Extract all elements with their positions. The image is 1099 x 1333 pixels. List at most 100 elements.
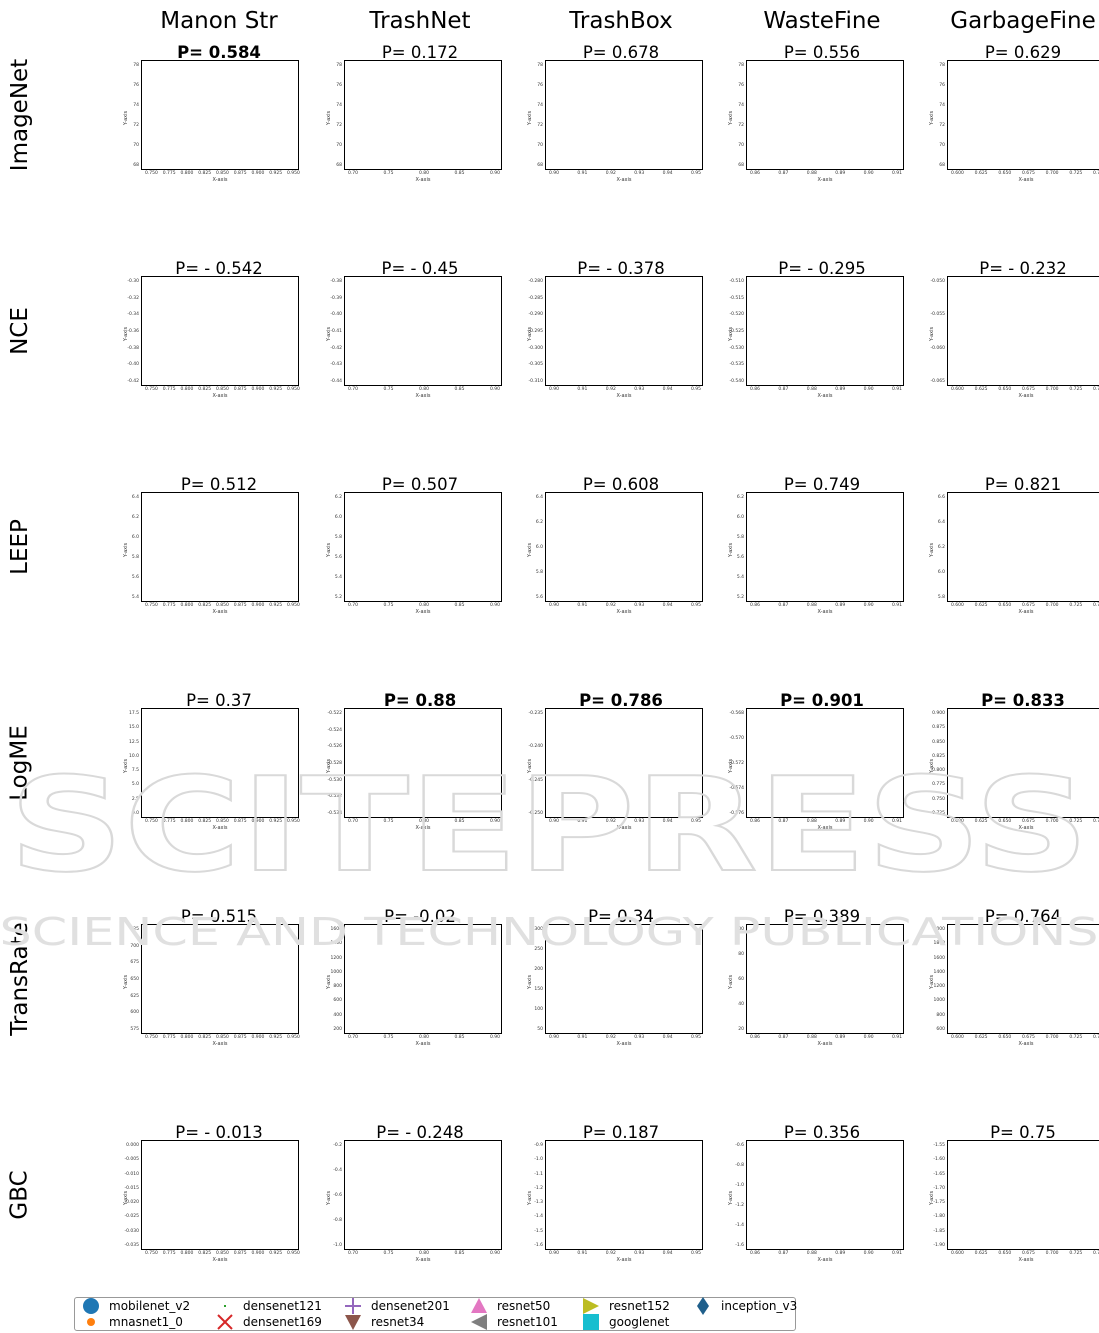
y-axis-label: Y-axis: [728, 974, 734, 990]
x-tick-label: 0.90: [549, 603, 560, 608]
x-tick-label: 0.91: [892, 171, 903, 176]
panel-p-value: P= 0.629: [984, 43, 1062, 62]
x-tick-label: 0.90: [490, 387, 501, 392]
diamond-marker-icon: [693, 1296, 721, 1316]
x-tick-label: 0.925: [269, 603, 283, 608]
y-tick-label: 5.4: [131, 595, 139, 600]
x-tick-label: 0.87: [778, 387, 789, 392]
x-axis-label: X-axis: [415, 393, 431, 399]
panel-p-value: P= 0.821: [984, 475, 1062, 494]
scatter-panel: [947, 1140, 1099, 1250]
y-tick-label: 0.725: [932, 811, 945, 816]
x-axis-label: X-axis: [616, 825, 632, 831]
x-tick-label: 0.675: [1022, 819, 1035, 824]
x-tick-label: 0.90: [549, 819, 560, 824]
x-tick-label: 0.95: [691, 387, 702, 392]
x-tick-label: 0.91: [892, 819, 903, 824]
x-tick-label: 0.91: [892, 1035, 903, 1040]
panel-p-value: P= - 0.295: [778, 259, 866, 278]
x-tick-label: 0.875: [233, 171, 247, 176]
y-tick-label: -0.2: [333, 1143, 342, 1148]
x-tick-label: 0.88: [806, 603, 817, 608]
y-tick-label: 0.875: [932, 725, 945, 731]
y-tick-label: 78: [939, 63, 945, 68]
x-tick-label: 0.90: [490, 819, 501, 824]
x-tick-label: 0.800: [180, 1035, 194, 1040]
x-tick-label: 0.94: [662, 387, 673, 392]
y-tick-label: 80: [738, 952, 744, 957]
x-tick-label: 0.875: [233, 1035, 247, 1040]
y-axis-label: Y-axis: [728, 1190, 734, 1206]
y-tick-label: 100: [735, 927, 744, 932]
y-tick-label: 72: [537, 123, 543, 128]
y-tick-label: 68: [537, 163, 543, 168]
y-tick-label: -0.305: [528, 362, 543, 368]
x-tick-label: 0.700: [1045, 171, 1059, 176]
x-tick-label: 0.850: [216, 171, 229, 176]
x-axis-label: X-axis: [616, 1041, 632, 1047]
x-tick-label: 0.825: [198, 1251, 212, 1256]
x-tick-label: 0.750: [145, 1251, 158, 1256]
panel-p-value: P= 0.608: [582, 475, 660, 494]
y-axis-label: Y-axis: [929, 326, 935, 342]
y-tick-label: 76: [939, 83, 945, 88]
y-tick-label: -1.55: [933, 1143, 945, 1148]
x-tick-label: 0.93: [634, 603, 645, 608]
y-tick-label: 5.6: [736, 555, 744, 560]
y-tick-label: 800: [936, 1012, 945, 1018]
y-tick-label: -0.42: [127, 379, 139, 384]
legend-item-densenet201: densenet201: [343, 1296, 450, 1316]
scatter-panel: [746, 708, 904, 818]
x-tick-label: 0.825: [198, 387, 212, 392]
x-tick-label: 0.675: [1022, 387, 1035, 392]
y-tick-label: 74: [738, 103, 744, 108]
x-tick-label: 0.725: [1069, 603, 1083, 608]
x-tick-label: 0.800: [180, 1251, 194, 1256]
y-tick-label: 78: [336, 63, 342, 68]
x-tick-label: 0.88: [806, 387, 817, 392]
y-tick-label: 68: [738, 163, 744, 168]
x-tick-label: 0.91: [892, 603, 903, 608]
y-tick-label: 600: [130, 1010, 139, 1016]
y-axis-label: Y-axis: [123, 110, 129, 126]
x-tick-label: 0.94: [662, 603, 673, 608]
y-tick-label: 725: [130, 927, 139, 932]
x-axis-label: X-axis: [212, 393, 228, 399]
y-tick-label: -0.572: [729, 761, 744, 766]
x-tick-label: 0.600: [951, 1251, 964, 1256]
y-tick-label: 2.5: [131, 796, 139, 802]
x-tick-label: 0.91: [577, 387, 588, 392]
x-tick-label: 0.650: [998, 603, 1012, 608]
x-tick-label: 0.700: [1045, 1035, 1059, 1040]
x-tick-label: 0.90: [490, 603, 501, 608]
x-tick-label: 0.875: [233, 603, 247, 608]
y-tick-label: 7.5: [131, 768, 139, 774]
x-tick-label: 0.625: [974, 1251, 988, 1256]
x-tick-label: 0.92: [605, 819, 616, 824]
x-tick-label: 0.925: [269, 171, 283, 176]
x-tick-label: 0.89: [835, 603, 846, 608]
panel-p-value: P= - 0.378: [577, 259, 665, 278]
x-tick-label: 0.900: [251, 171, 265, 176]
y-tick-label: -0.528: [327, 761, 342, 766]
x-tick-label: 0.950: [287, 819, 300, 824]
panel-p-value: P= 0.172: [381, 43, 459, 62]
panel-p-value: P= 0.37: [186, 691, 252, 710]
x-tick-label: 0.70: [348, 1251, 359, 1256]
y-tick-label: 72: [939, 123, 945, 128]
x-tick-label: 0.86: [750, 603, 761, 608]
square-marker-icon: [581, 1312, 609, 1332]
y-tick-label: 72: [336, 123, 342, 128]
x-tick-label: 0.750: [145, 171, 158, 176]
y-tick-label: 76: [133, 83, 139, 88]
x-tick-label: 0.90: [490, 171, 501, 176]
x-tick-label: 0.86: [750, 1251, 761, 1256]
x-tick-label: 0.89: [835, 1251, 846, 1256]
legend-label: densenet169: [243, 1315, 322, 1329]
x-tick-label: 0.750: [145, 387, 158, 392]
y-tick-label: 6.2: [937, 545, 945, 550]
row-label: GBC: [7, 1170, 34, 1220]
x-tick-label: 0.675: [1022, 1035, 1035, 1040]
x-axis-label: X-axis: [1018, 177, 1034, 183]
y-tick-label: -0.015: [124, 1185, 139, 1191]
